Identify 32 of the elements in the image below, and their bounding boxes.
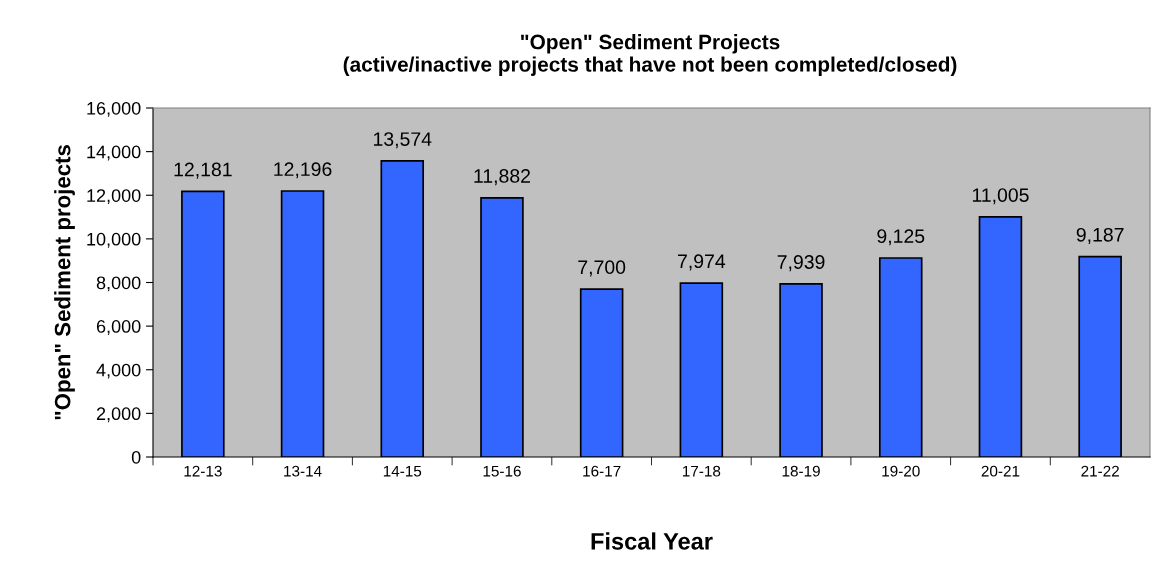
data-label: 12,196 bbox=[274, 162, 332, 179]
y-tick-label: 10,000 bbox=[87, 232, 141, 248]
y-tick-label: 6,000 bbox=[96, 320, 141, 335]
data-label: 11,882 bbox=[474, 169, 530, 186]
data-label: 9,187 bbox=[1076, 227, 1124, 244]
x-tick-label: 16-17 bbox=[583, 465, 621, 477]
y-tick-label: 14,000 bbox=[87, 145, 141, 161]
y-tick-label: 2,000 bbox=[96, 407, 141, 423]
x-tick-label: 13-14 bbox=[284, 465, 322, 477]
y-axis-title: "Open" Sediment projects bbox=[54, 145, 75, 420]
y-tick-label: 4,000 bbox=[96, 363, 141, 379]
y-tick-label: 16,000 bbox=[87, 101, 141, 117]
data-label: 9,125 bbox=[877, 229, 925, 246]
x-tick-label: 19-20 bbox=[882, 465, 920, 477]
y-tick-label: 0 bbox=[131, 450, 141, 464]
x-tick-label: 18-19 bbox=[782, 465, 820, 477]
data-label: 11,005 bbox=[972, 188, 1029, 205]
data-label: 7,700 bbox=[578, 260, 626, 277]
data-label: 12,181 bbox=[174, 162, 232, 179]
chart-title: "Open" Sediment Projects (active/inactive projects that have not been completed/closed) bbox=[343, 34, 957, 76]
data-label: 7,974 bbox=[678, 254, 726, 271]
y-tick-label: 8,000 bbox=[96, 276, 141, 292]
x-tick-label: 21-22 bbox=[1081, 465, 1119, 477]
x-axis-title: Fiscal Year bbox=[591, 532, 713, 550]
x-tick-label: 20-21 bbox=[981, 465, 1020, 477]
data-label: 7,939 bbox=[777, 255, 825, 272]
x-tick-label: 17-18 bbox=[682, 465, 721, 477]
y-tick-label: 12,000 bbox=[87, 189, 141, 205]
x-tick-label: 12-13 bbox=[184, 465, 222, 477]
x-tick-label: 15-16 bbox=[483, 465, 521, 477]
data-label: 13,574 bbox=[374, 132, 432, 149]
x-tick-label: 14-15 bbox=[383, 465, 422, 477]
